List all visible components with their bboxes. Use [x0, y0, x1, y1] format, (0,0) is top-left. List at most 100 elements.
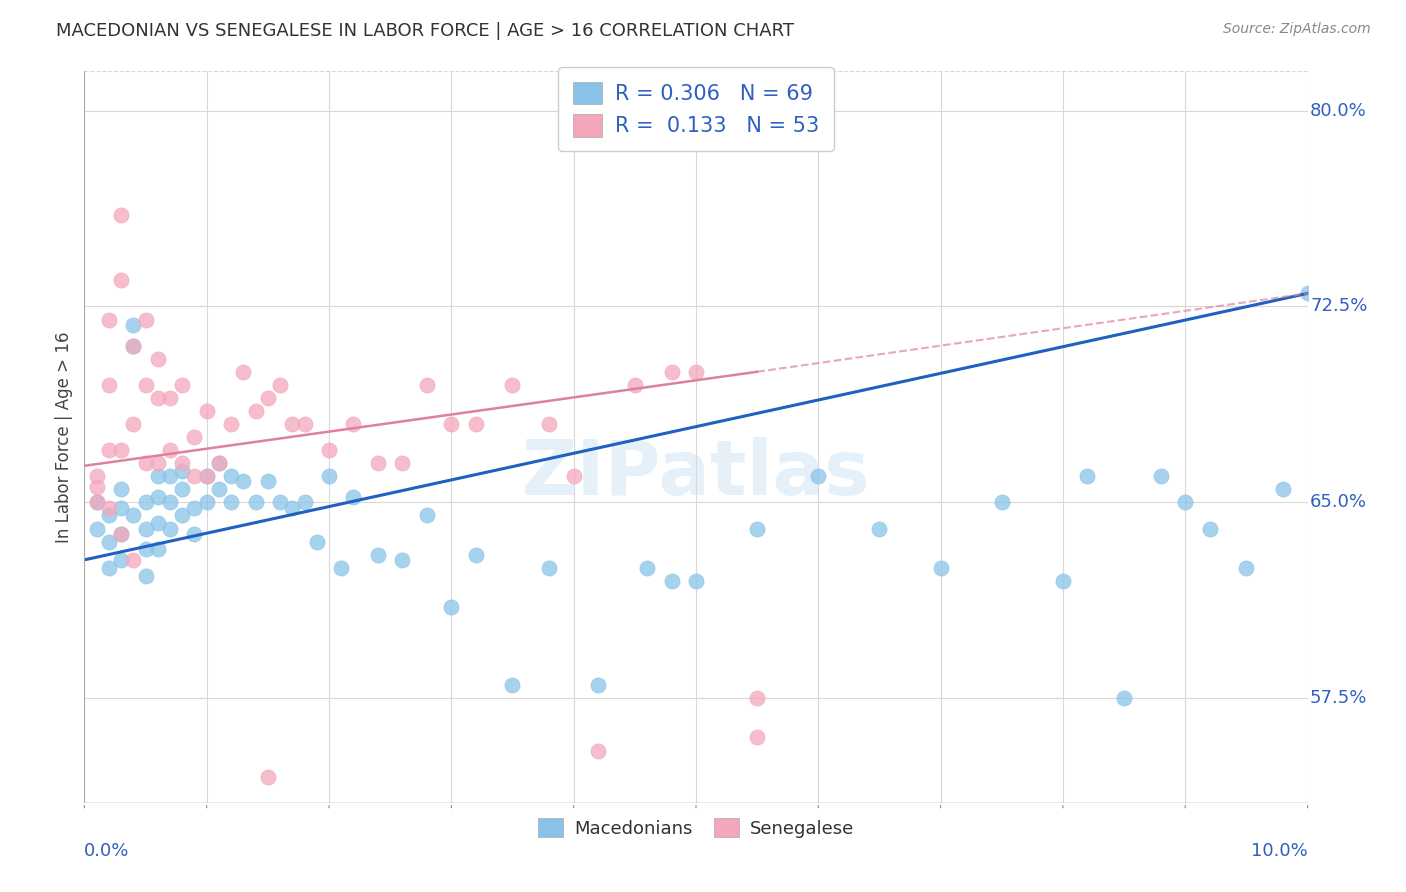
Point — [416, 377, 439, 392]
Point — [183, 469, 205, 483]
Point — [562, 469, 585, 483]
Point — [269, 377, 291, 392]
Point — [146, 490, 169, 504]
Point — [232, 475, 254, 489]
Point — [159, 391, 181, 405]
Point — [219, 469, 242, 483]
Point — [367, 456, 389, 470]
Point — [135, 521, 157, 535]
Point — [122, 553, 145, 567]
Point — [342, 490, 364, 504]
Point — [685, 365, 707, 379]
Point — [97, 508, 120, 523]
Point — [122, 339, 145, 353]
Point — [183, 500, 205, 515]
Point — [685, 574, 707, 588]
Point — [661, 365, 683, 379]
Point — [159, 443, 181, 458]
Point — [195, 469, 218, 483]
Point — [219, 495, 242, 509]
Point — [135, 568, 157, 582]
Point — [86, 495, 108, 509]
Legend: Macedonians, Senegalese: Macedonians, Senegalese — [530, 811, 862, 845]
Point — [464, 417, 486, 431]
Point — [538, 417, 561, 431]
Point — [929, 560, 952, 574]
Text: MACEDONIAN VS SENEGALESE IN LABOR FORCE | AGE > 16 CORRELATION CHART: MACEDONIAN VS SENEGALESE IN LABOR FORCE … — [56, 22, 794, 40]
Text: 10.0%: 10.0% — [1251, 842, 1308, 860]
Point — [661, 574, 683, 588]
Point — [122, 339, 145, 353]
Point — [159, 469, 181, 483]
Point — [1114, 691, 1136, 706]
Point — [110, 526, 132, 541]
Point — [1052, 574, 1074, 588]
Point — [195, 469, 218, 483]
Point — [135, 456, 157, 470]
Point — [624, 377, 647, 392]
Point — [257, 770, 280, 784]
Point — [172, 483, 194, 497]
Point — [86, 469, 108, 483]
Text: 80.0%: 80.0% — [1310, 102, 1367, 120]
Text: Source: ZipAtlas.com: Source: ZipAtlas.com — [1223, 22, 1371, 37]
Point — [636, 560, 658, 574]
Point — [208, 456, 231, 470]
Point — [305, 534, 328, 549]
Point — [294, 495, 316, 509]
Point — [86, 495, 108, 509]
Point — [1174, 495, 1197, 509]
Point — [747, 521, 769, 535]
Point — [110, 526, 132, 541]
Point — [122, 417, 145, 431]
Point — [1236, 560, 1258, 574]
Point — [172, 456, 194, 470]
Point — [232, 365, 254, 379]
Point — [391, 553, 413, 567]
Point — [391, 456, 413, 470]
Point — [110, 208, 132, 222]
Point — [318, 469, 340, 483]
Point — [110, 483, 132, 497]
Text: ZIPatlas: ZIPatlas — [522, 437, 870, 510]
Point — [135, 377, 157, 392]
Point — [281, 417, 304, 431]
Point — [146, 542, 169, 557]
Point — [869, 521, 891, 535]
Point — [97, 500, 120, 515]
Point — [281, 500, 304, 515]
Text: 65.0%: 65.0% — [1310, 493, 1367, 511]
Point — [367, 548, 389, 562]
Point — [318, 443, 340, 458]
Point — [1296, 286, 1319, 301]
Text: 57.5%: 57.5% — [1310, 690, 1368, 707]
Point — [146, 516, 169, 531]
Point — [135, 542, 157, 557]
Point — [86, 480, 108, 494]
Point — [146, 351, 169, 366]
Point — [122, 508, 145, 523]
Point — [183, 430, 205, 444]
Point — [110, 553, 132, 567]
Point — [440, 599, 463, 614]
Point — [110, 443, 132, 458]
Point — [110, 273, 132, 287]
Point — [172, 508, 194, 523]
Point — [97, 312, 120, 326]
Point — [330, 560, 353, 574]
Point — [122, 318, 145, 332]
Point — [440, 417, 463, 431]
Point — [502, 678, 524, 692]
Point — [747, 691, 769, 706]
Point — [135, 495, 157, 509]
Point — [97, 377, 120, 392]
Point — [97, 534, 120, 549]
Point — [807, 469, 830, 483]
Point — [1272, 483, 1295, 497]
Point — [183, 526, 205, 541]
Point — [135, 312, 157, 326]
Point — [586, 743, 609, 757]
Point — [97, 560, 120, 574]
Text: 72.5%: 72.5% — [1310, 297, 1368, 316]
Point — [97, 443, 120, 458]
